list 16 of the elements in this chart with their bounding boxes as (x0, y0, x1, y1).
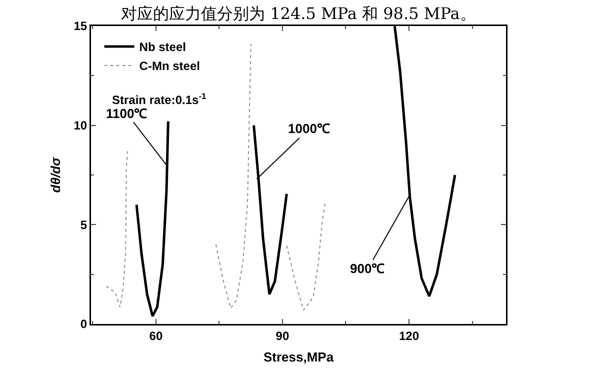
y-tick-label: 5 (80, 218, 88, 232)
legend-label: Nb steel (139, 40, 186, 54)
annotation: 900℃ (350, 261, 385, 276)
y-axis-title: dθ/dσ (48, 156, 63, 193)
y-tick-label: 15 (74, 19, 88, 34)
y-tick-label: 10 (74, 118, 88, 133)
y-tick-label: 0 (80, 317, 88, 332)
x-tick-label: 60 (149, 328, 163, 343)
annotation: 1100℃ (106, 106, 148, 121)
text: 对应的应力值分别为 124.5 MPa 和 98.5 MPa。 (121, 4, 476, 23)
annotation: 1000℃ (288, 121, 330, 136)
x-tick-label: 90 (276, 328, 290, 343)
annotation: Strain rate:0.1s$^{-1}$ (112, 91, 207, 108)
x-axis-title: Stress,MPa (263, 349, 334, 364)
x-tick-label: 120 (398, 328, 420, 343)
legend-label: C-Mn steel (139, 59, 200, 74)
